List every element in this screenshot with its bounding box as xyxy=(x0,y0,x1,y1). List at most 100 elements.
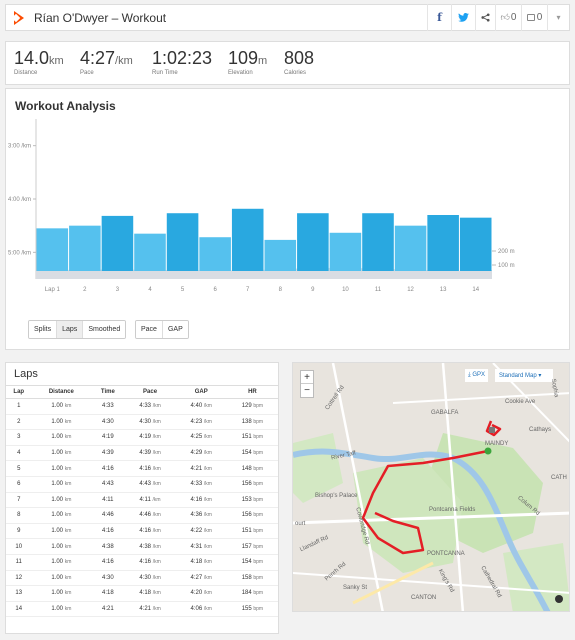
laps-header-row: Lap Distance Time Pace GAP HR xyxy=(6,385,278,399)
cell-value: 1.00 xyxy=(51,465,64,472)
cell-value: 184 xyxy=(241,590,252,597)
x-tick-label: 4 xyxy=(148,287,152,293)
table-row[interactable]: 11 1.00 km 4:16 4:16 /km 4:18 /km 154 bpm xyxy=(6,554,278,571)
table-cell: 156 bpm xyxy=(226,507,278,524)
laps-button[interactable]: Laps xyxy=(57,321,84,338)
more-options-button[interactable]: ▾ xyxy=(547,4,569,31)
cell-value: 4:39 xyxy=(139,450,152,457)
lap-bar[interactable] xyxy=(199,237,231,271)
stat-label: Elevation xyxy=(228,70,253,76)
cell-unit: /km xyxy=(152,496,161,503)
lap-bar[interactable] xyxy=(297,213,329,271)
stat-value: 808 xyxy=(284,48,315,68)
x-tick-label: 9 xyxy=(311,287,315,293)
share-icon xyxy=(481,13,490,22)
cell-unit: /km xyxy=(152,512,161,519)
lap-bar[interactable] xyxy=(362,213,394,271)
map-canvas[interactable] xyxy=(293,363,570,612)
lap-bar[interactable] xyxy=(394,225,427,271)
strava-logo-icon[interactable] xyxy=(12,10,28,26)
comments-button[interactable]: 0 xyxy=(521,4,547,31)
table-cell: 151 bpm xyxy=(226,523,278,540)
share-button[interactable] xyxy=(475,4,495,31)
gpx-download-button[interactable]: ⤓ GPX xyxy=(465,369,488,382)
twitter-share-button[interactable] xyxy=(451,4,475,31)
cell-value: 138 xyxy=(241,418,252,425)
pace-chart[interactable]: 3:00 /km 4:00 /km 5:00 /km 200 m 100 m Lap 1 2… xyxy=(6,119,569,339)
table-row[interactable]: 2 1.00 km 4:30 4:30 /km 4:23 /km 138 bpm xyxy=(6,414,278,431)
table-row[interactable]: 10 1.00 km 4:38 4:38 /km 4:31 /km 157 bpm xyxy=(6,538,278,555)
cell-unit: km xyxy=(64,590,72,597)
col-distance: Distance xyxy=(31,385,92,399)
cell-value: 4:33 xyxy=(102,403,114,410)
y-tick-label: 4:00 /km xyxy=(8,197,31,203)
lap-bar[interactable] xyxy=(231,208,264,271)
download-icon: ⤓ xyxy=(468,372,471,378)
table-row[interactable]: 14 1.00 km 4:21 4:21 /km 4:06 /km 155 bpm xyxy=(6,601,278,618)
table-row[interactable]: 1 1.00 km 4:33 4:33 /km 4:40 /km 129 bpm xyxy=(6,398,278,415)
table-cell: 4:11 xyxy=(91,492,125,509)
table-row[interactable]: 8 1.00 km 4:46 4:46 /km 4:36 /km 156 bpm xyxy=(6,507,278,524)
cell-value: 154 xyxy=(241,559,252,566)
lap-bar[interactable] xyxy=(134,233,166,271)
x-tick-label: 3 xyxy=(116,287,120,293)
pace-button[interactable]: Pace xyxy=(136,321,163,338)
smoothed-button[interactable]: Smoothed xyxy=(83,321,126,338)
zoom-out-button[interactable]: − xyxy=(304,385,310,396)
cell-value: 4:38 xyxy=(139,543,152,550)
table-row[interactable]: 4 1.00 km 4:39 4:39 /km 4:29 /km 154 bpm xyxy=(6,445,278,462)
table-row[interactable]: 12 1.00 km 4:30 4:30 /km 4:27 /km 158 bpm xyxy=(6,570,278,587)
table-cell: 4:30 /km xyxy=(124,414,176,431)
lap-bar[interactable] xyxy=(264,239,297,271)
gap-button[interactable]: GAP xyxy=(162,321,188,338)
table-cell: 14 xyxy=(6,601,32,618)
cell-unit: bpm xyxy=(253,481,264,488)
map-label: PONTCANNA xyxy=(427,551,465,557)
cell-value: 156 xyxy=(241,481,252,488)
table-cell: 4:16 xyxy=(91,554,125,571)
table-cell: 1 xyxy=(6,398,32,415)
table-row[interactable]: 13 1.00 km 4:18 4:18 /km 4:20 /km 184 bpm xyxy=(6,585,278,602)
table-row[interactable]: 6 1.00 km 4:43 4:43 /km 4:33 /km 156 bpm xyxy=(6,476,278,493)
table-cell: 7 xyxy=(6,492,32,509)
cell-unit: km xyxy=(64,496,72,503)
lap-bar[interactable] xyxy=(329,232,362,271)
cell-value: 4:39 xyxy=(102,450,114,457)
cell-value: 1.00 xyxy=(51,403,64,410)
cell-value: 1.00 xyxy=(51,434,64,441)
cell-value: 1.00 xyxy=(51,574,64,581)
table-row[interactable]: 9 1.00 km 4:16 4:16 /km 4:22 /km 151 bpm xyxy=(6,523,278,540)
table-cell: 10 xyxy=(6,538,32,555)
cell-value: 157 xyxy=(241,543,252,550)
table-row[interactable]: 5 1.00 km 4:16 4:16 /km 4:21 /km 148 bpm xyxy=(6,460,278,477)
zoom-in-button[interactable]: + xyxy=(301,371,313,384)
map-info-icon[interactable] xyxy=(555,595,563,603)
cell-unit: /km xyxy=(203,465,212,472)
table-row[interactable]: 7 1.00 km 4:11 4:11 /km 4:16 /km 153 bpm xyxy=(6,492,278,509)
facebook-share-button[interactable]: f xyxy=(427,4,451,31)
map-label: Pontcanna Fields xyxy=(429,507,476,513)
lap-bar[interactable] xyxy=(427,215,459,271)
splits-button[interactable]: Splits xyxy=(29,321,58,338)
cell-unit: bpm xyxy=(253,559,264,566)
lap-bar[interactable] xyxy=(166,213,199,271)
thumbs-up-icon: 👍︎ xyxy=(500,12,510,22)
cell-value: 4:43 xyxy=(102,481,114,488)
col-lap: Lap xyxy=(6,385,32,399)
stat-distance: 14.0km Distance xyxy=(14,48,64,76)
table-cell: 4:31 /km xyxy=(175,538,227,555)
cell-value: 14 xyxy=(15,606,23,613)
cell-unit: km xyxy=(64,528,72,535)
laps-panel: Laps Lap Distance Time Pace GAP HR 1 1.00… xyxy=(5,362,279,634)
lap-bar[interactable] xyxy=(101,215,134,271)
kudos-button[interactable]: 👍︎ 0 xyxy=(495,4,521,31)
x-tick-label: 11 xyxy=(375,287,382,293)
lap-bar[interactable] xyxy=(69,225,101,271)
lap-bar[interactable] xyxy=(36,228,69,271)
table-cell: 1.00 km xyxy=(31,476,92,493)
table-row[interactable]: 3 1.00 km 4:19 4:19 /km 4:25 /km 151 bpm xyxy=(6,429,278,446)
table-cell: 154 bpm xyxy=(226,554,278,571)
lap-bar[interactable] xyxy=(459,217,492,271)
route-map[interactable]: + − ⤓ GPX Standard Map ▾ Cottrell Rd GAB… xyxy=(292,362,570,612)
map-type-select[interactable]: Standard Map ▾ xyxy=(495,369,553,382)
